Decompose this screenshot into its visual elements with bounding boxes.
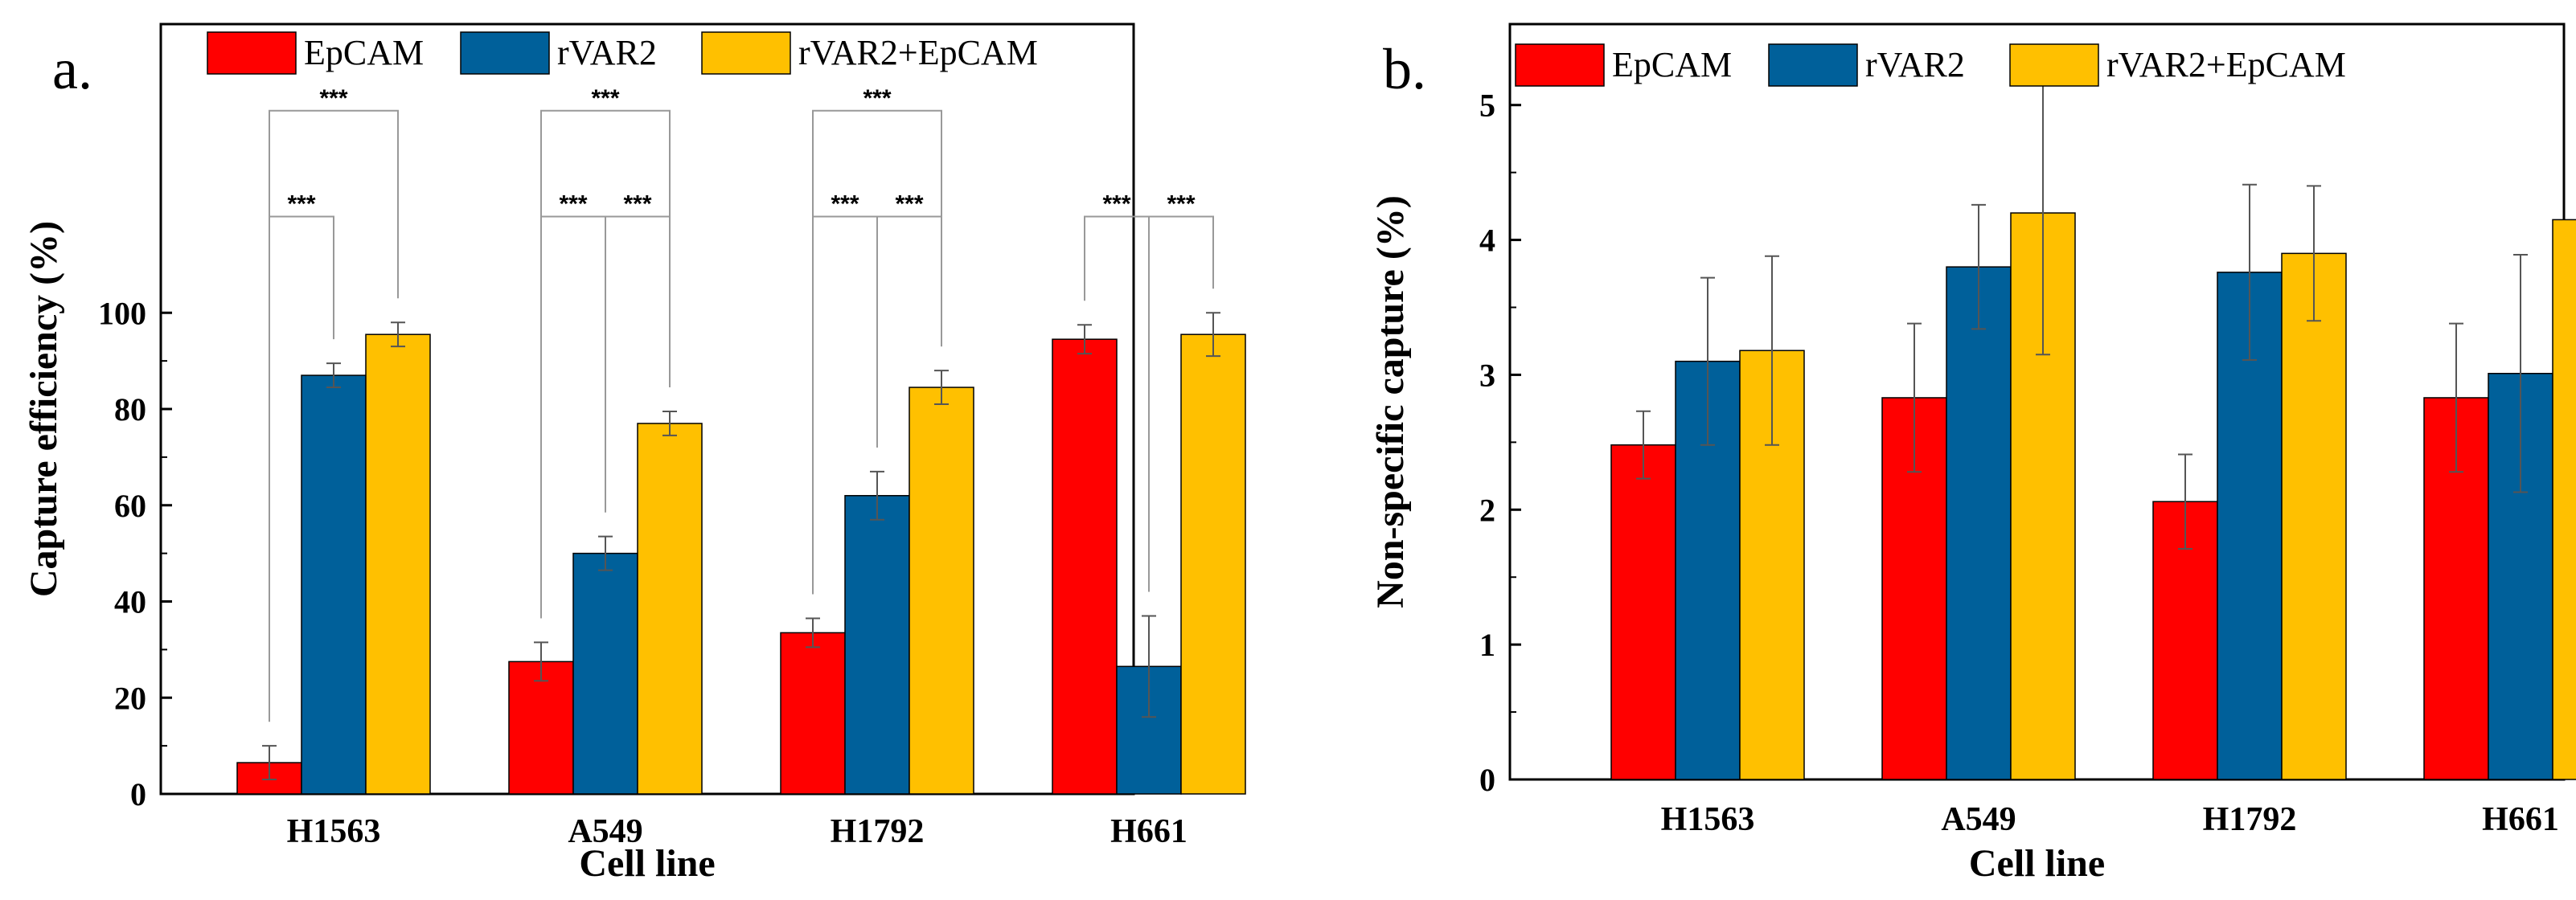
bar-rvar2-epcam — [637, 423, 703, 795]
chart-b: 0 1 2 3 4 5 H1563 A549 H1792 H661 EpCAM rVAR2 rVAR2+… — [1369, 22, 2576, 885]
significance-label: *** — [591, 85, 619, 112]
y-tick-label: 2 — [1479, 492, 1495, 528]
bar-rvar2 — [572, 552, 638, 795]
legend-label: EpCAM — [1612, 45, 1732, 84]
y-tick-label: 5 — [1479, 88, 1495, 124]
bar-rvar2 — [301, 374, 367, 795]
legend-label: rVAR2 — [1865, 45, 1965, 84]
x-tick-label: H661 — [1110, 813, 1188, 850]
legend-label: EpCAM — [304, 33, 424, 72]
bar-rvar2 — [844, 495, 910, 795]
legend-swatch — [1515, 43, 1605, 87]
legend-label: rVAR2+EpCAM — [798, 33, 1038, 72]
y-axis-title: Non-specific capture (%) — [1369, 195, 1412, 608]
y-tick-label: 0 — [1479, 762, 1495, 798]
x-axis-title: Cell line — [1969, 842, 2105, 885]
significance-label: *** — [287, 191, 315, 218]
bar-rvar2-epcam — [1180, 333, 1246, 795]
legend-swatch — [2009, 43, 2099, 87]
x-tick-label: H1563 — [1661, 801, 1755, 838]
significance-label: *** — [1102, 191, 1130, 218]
y-tick-label: 80 — [114, 391, 146, 428]
y-tick-label: 20 — [114, 680, 146, 716]
y-tick-label: 40 — [114, 584, 146, 620]
bar-rvar2-epcam — [2281, 252, 2347, 780]
chart-a: 0 20 40 60 80 100 H1563 A549 H1792 H661 *** *** *** *… — [23, 22, 1246, 885]
bar-epcam — [780, 632, 846, 795]
bar-epcam — [1052, 338, 1118, 795]
y-tick-label: 3 — [1479, 357, 1495, 393]
bar-rvar2-epcam — [365, 333, 431, 795]
x-axis-title: Cell line — [579, 842, 715, 885]
y-tick-label: 60 — [114, 488, 146, 524]
significance-bracket — [1148, 215, 1214, 592]
legend-swatch — [701, 31, 791, 75]
y-tick-label: 1 — [1479, 627, 1495, 663]
significance-label: *** — [895, 191, 923, 218]
x-tick-label: H1792 — [2203, 801, 2297, 838]
x-tick-label: A549 — [1941, 801, 2016, 838]
bar-rvar2-epcam — [2552, 219, 2576, 780]
legend-swatch — [1768, 43, 1858, 87]
bar-rvar2 — [1946, 266, 2012, 780]
significance-label: *** — [623, 191, 651, 218]
x-tick-label: A549 — [568, 813, 642, 850]
significance-label: *** — [559, 191, 587, 218]
legend-swatch — [460, 31, 550, 75]
x-tick-label: H1792 — [831, 813, 925, 850]
y-tick-label: 0 — [130, 776, 146, 812]
bar-epcam — [1610, 444, 1676, 780]
legend-label: rVAR2 — [557, 33, 657, 72]
significance-label: *** — [319, 85, 347, 112]
significance-bracket — [812, 109, 942, 595]
significance-bracket — [540, 109, 671, 619]
legend-swatch — [207, 31, 297, 75]
panel-label: a. — [52, 37, 92, 101]
x-tick-label: H661 — [2482, 801, 2559, 838]
significance-label: *** — [863, 85, 891, 112]
legend-label: rVAR2+EpCAM — [2106, 45, 2346, 84]
panel-label: b. — [1383, 37, 1426, 101]
bar-epcam — [508, 661, 574, 795]
significance-label: *** — [831, 191, 859, 218]
y-tick-label: 100 — [98, 295, 146, 331]
y-axis-title: Capture efficiency (%) — [23, 221, 65, 597]
bar-rvar2-epcam — [909, 387, 974, 795]
y-tick-label: 4 — [1479, 223, 1495, 259]
significance-bracket — [269, 109, 399, 722]
x-tick-label: H1563 — [287, 813, 381, 850]
significance-label: *** — [1167, 191, 1195, 218]
